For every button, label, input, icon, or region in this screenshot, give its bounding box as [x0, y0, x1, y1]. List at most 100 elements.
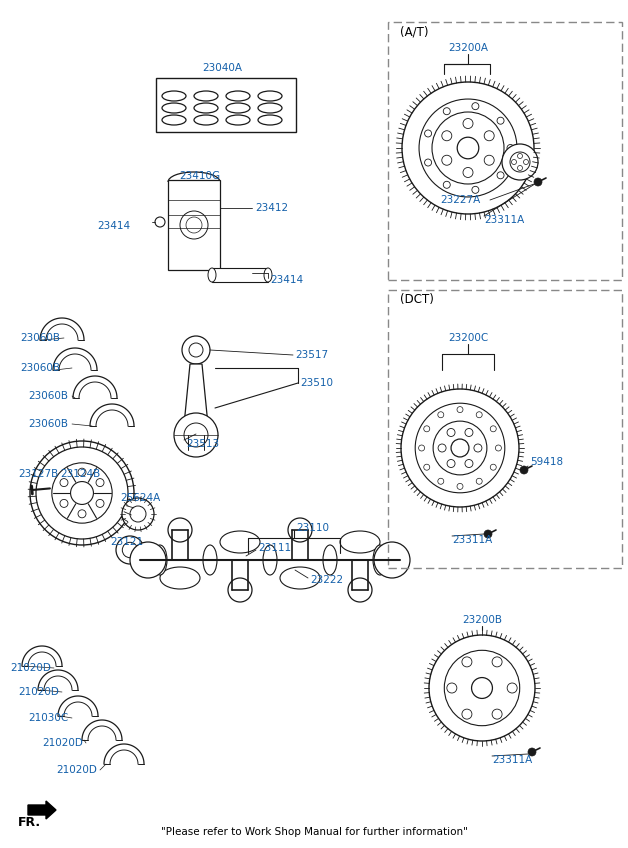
- Circle shape: [490, 464, 496, 470]
- Circle shape: [520, 466, 528, 474]
- Circle shape: [438, 444, 446, 452]
- Circle shape: [60, 478, 68, 487]
- Circle shape: [96, 499, 104, 507]
- Circle shape: [451, 439, 469, 457]
- Text: 23311A: 23311A: [484, 215, 524, 225]
- Text: 59418: 59418: [530, 457, 563, 467]
- Text: "Please refer to Work Shop Manual for further information": "Please refer to Work Shop Manual for fu…: [161, 827, 467, 837]
- Text: 23414: 23414: [270, 275, 303, 285]
- Ellipse shape: [153, 545, 167, 575]
- Text: 23412: 23412: [255, 203, 288, 213]
- Text: 23060B: 23060B: [20, 363, 60, 373]
- Ellipse shape: [220, 531, 260, 553]
- Ellipse shape: [373, 545, 387, 575]
- Text: 23060B: 23060B: [28, 391, 68, 401]
- Circle shape: [402, 82, 534, 214]
- Text: 23040A: 23040A: [202, 63, 242, 73]
- Text: 23510: 23510: [300, 378, 333, 388]
- Text: 23200C: 23200C: [448, 333, 488, 343]
- Text: 25624A: 25624A: [120, 493, 160, 503]
- Circle shape: [78, 468, 86, 477]
- Circle shape: [432, 112, 504, 184]
- Circle shape: [96, 478, 104, 487]
- Circle shape: [447, 683, 457, 693]
- Circle shape: [130, 542, 166, 578]
- Text: 23127B: 23127B: [18, 469, 58, 479]
- Circle shape: [443, 108, 450, 114]
- Circle shape: [472, 187, 479, 193]
- Ellipse shape: [263, 545, 277, 575]
- Text: 23060B: 23060B: [20, 333, 60, 343]
- Circle shape: [30, 441, 134, 545]
- Circle shape: [465, 460, 473, 467]
- Circle shape: [401, 389, 519, 507]
- Circle shape: [60, 499, 68, 507]
- Circle shape: [528, 748, 536, 756]
- Circle shape: [492, 657, 502, 667]
- Circle shape: [463, 168, 473, 177]
- Text: 23414: 23414: [97, 221, 130, 231]
- FancyArrow shape: [28, 801, 56, 819]
- Text: (DCT): (DCT): [400, 293, 434, 306]
- Ellipse shape: [323, 545, 337, 575]
- Text: 23110: 23110: [296, 523, 329, 533]
- Circle shape: [425, 159, 431, 166]
- Circle shape: [122, 543, 138, 558]
- Circle shape: [534, 178, 542, 186]
- Text: FR.: FR.: [18, 816, 41, 828]
- Ellipse shape: [208, 268, 216, 282]
- Circle shape: [507, 683, 517, 693]
- Circle shape: [180, 211, 208, 239]
- Ellipse shape: [280, 567, 320, 589]
- Bar: [388, 290, 622, 568]
- Circle shape: [465, 428, 473, 437]
- Circle shape: [447, 428, 455, 437]
- Text: 23311A: 23311A: [492, 755, 533, 765]
- Circle shape: [442, 131, 452, 141]
- Circle shape: [429, 635, 535, 741]
- Circle shape: [490, 426, 496, 432]
- Text: 21030C: 21030C: [28, 713, 68, 723]
- Text: 23200A: 23200A: [448, 43, 488, 53]
- Circle shape: [517, 165, 522, 170]
- Bar: [168, 180, 220, 270]
- Text: 23410G: 23410G: [180, 171, 220, 181]
- Circle shape: [472, 103, 479, 109]
- Circle shape: [419, 445, 425, 451]
- Circle shape: [474, 444, 482, 452]
- Circle shape: [462, 657, 472, 667]
- Circle shape: [472, 678, 492, 699]
- Bar: [156, 78, 296, 132]
- Text: 23311A: 23311A: [452, 535, 492, 545]
- Circle shape: [184, 423, 208, 447]
- Text: 23517: 23517: [295, 350, 328, 360]
- Polygon shape: [184, 364, 208, 425]
- Circle shape: [507, 144, 514, 152]
- Circle shape: [438, 412, 444, 418]
- Circle shape: [463, 119, 473, 129]
- Ellipse shape: [264, 268, 272, 282]
- Circle shape: [182, 336, 210, 364]
- Circle shape: [457, 137, 479, 159]
- Circle shape: [462, 709, 472, 719]
- Circle shape: [457, 406, 463, 413]
- Circle shape: [36, 447, 128, 539]
- Circle shape: [497, 117, 504, 124]
- Circle shape: [484, 155, 494, 165]
- Text: (A/T): (A/T): [400, 25, 428, 38]
- Text: 23227A: 23227A: [440, 195, 480, 205]
- Circle shape: [130, 506, 146, 522]
- Bar: [388, 22, 622, 280]
- Circle shape: [476, 478, 482, 484]
- Circle shape: [348, 578, 372, 602]
- Text: 21020D: 21020D: [10, 663, 51, 673]
- Ellipse shape: [160, 567, 200, 589]
- Circle shape: [122, 498, 154, 530]
- Circle shape: [484, 530, 492, 538]
- Text: 23060B: 23060B: [28, 419, 68, 429]
- Circle shape: [288, 518, 312, 542]
- Circle shape: [510, 152, 530, 172]
- Circle shape: [442, 155, 452, 165]
- Circle shape: [502, 144, 538, 180]
- Text: 21020D: 21020D: [18, 687, 59, 697]
